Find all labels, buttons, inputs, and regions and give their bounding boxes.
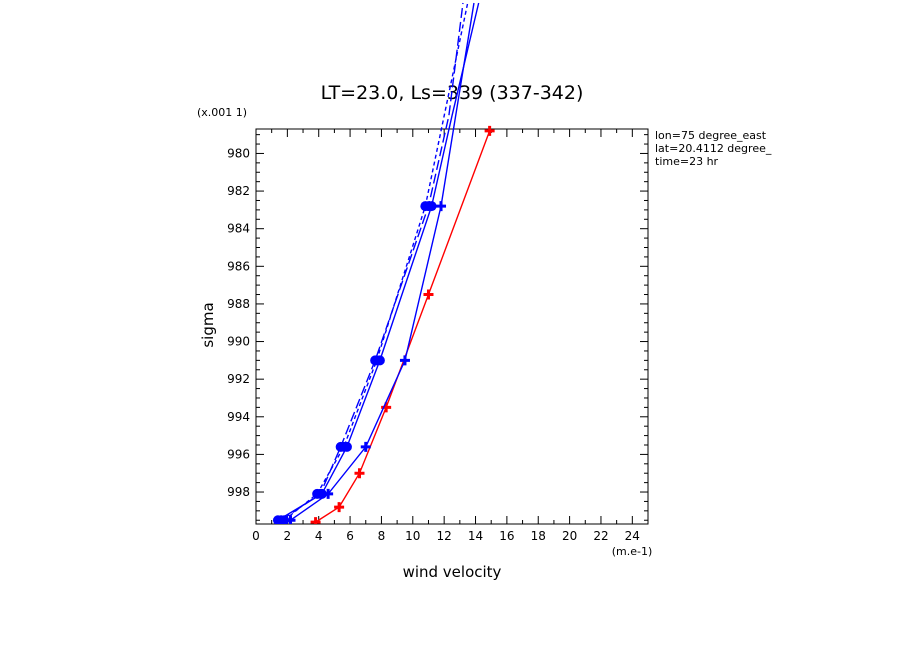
x-tick-label: 24 bbox=[625, 529, 640, 543]
x-tick-label: 4 bbox=[315, 529, 323, 543]
series-0-marker bbox=[484, 125, 495, 136]
x-axis-label: wind velocity bbox=[403, 563, 502, 581]
x-tick-label: 22 bbox=[593, 529, 608, 543]
x-tick-label: 20 bbox=[562, 529, 577, 543]
series-4-marker bbox=[423, 201, 434, 212]
x-tick-label: 10 bbox=[405, 529, 420, 543]
x-axis: 0 2 4 6 8 10 12 14 16 18 20 22 24 bbox=[252, 129, 649, 543]
series-0-marker bbox=[334, 502, 345, 513]
series-0-marker bbox=[354, 468, 365, 479]
x-tick-label: 12 bbox=[437, 529, 452, 543]
series-line-0 bbox=[315, 130, 491, 523]
y-unit-label: (x.001 1) bbox=[197, 106, 247, 119]
x-unit-label: (m.e-1) bbox=[612, 545, 653, 558]
plot-frame bbox=[255, 128, 649, 525]
y-axis: 980 982 984 986 988 990 992 994 996 998 bbox=[227, 134, 648, 521]
series-4-marker bbox=[276, 515, 287, 524]
y-tick-label: 980 bbox=[227, 146, 250, 160]
y-tick-label: 992 bbox=[227, 372, 250, 386]
x-tick-label: 6 bbox=[346, 529, 354, 543]
annotation-lon: lon=75 degree_east bbox=[655, 129, 767, 142]
series-group bbox=[272, 2, 495, 524]
x-tick-label: 14 bbox=[468, 529, 483, 543]
x-tick-label: 18 bbox=[531, 529, 546, 543]
series-4-marker bbox=[315, 488, 326, 499]
series-line-2 bbox=[277, 2, 480, 521]
series-1-marker bbox=[399, 355, 410, 366]
series-line-1 bbox=[290, 2, 475, 521]
series-0-marker bbox=[381, 402, 392, 413]
y-tick-label: 998 bbox=[227, 485, 250, 499]
y-tick-label: 994 bbox=[227, 410, 250, 424]
series-1-marker bbox=[360, 441, 371, 452]
series-4-marker bbox=[335, 441, 346, 452]
y-axis-label: sigma bbox=[199, 302, 217, 347]
annotation-time: time=23 hr bbox=[655, 155, 719, 168]
x-tick-label: 2 bbox=[284, 529, 292, 543]
y-tick-label: 988 bbox=[227, 297, 250, 311]
x-tick-label: 8 bbox=[378, 529, 386, 543]
x-tick-label: 0 bbox=[252, 529, 260, 543]
series-0-marker bbox=[423, 289, 434, 300]
y-tick-label: 982 bbox=[227, 184, 250, 198]
y-tick-label: 984 bbox=[227, 222, 250, 236]
series-4-marker bbox=[370, 355, 381, 366]
y-tick-label: 996 bbox=[227, 447, 250, 461]
annotation-lat: lat=20.4112 degree_ bbox=[655, 142, 772, 155]
y-tick-label: 986 bbox=[227, 259, 250, 273]
x-tick-label: 16 bbox=[499, 529, 514, 543]
y-tick-label: 990 bbox=[227, 335, 250, 349]
series-1-marker bbox=[436, 201, 447, 212]
series-0-marker bbox=[310, 517, 321, 524]
